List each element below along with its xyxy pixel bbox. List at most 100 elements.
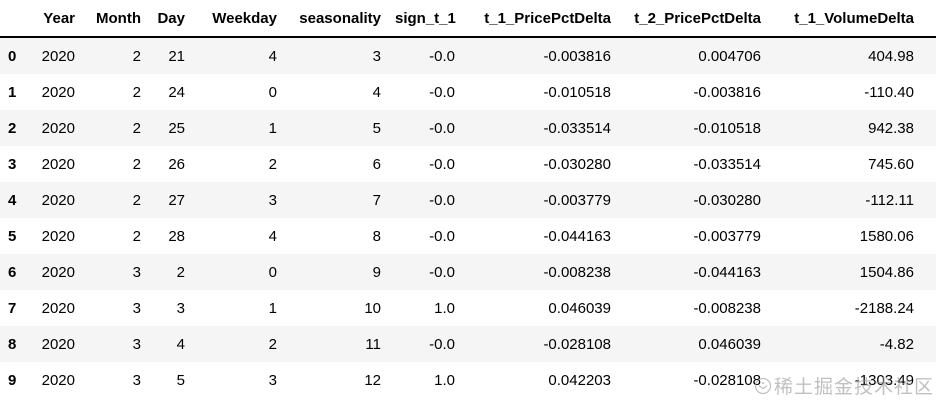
table-cell: 2 xyxy=(132,155,141,173)
table-cell: 2 xyxy=(132,47,141,65)
table-cell: 2020 xyxy=(41,155,75,173)
table-body: 0 2020 2 21 4 3 -0.0 -0.003816 0.004706 404.98 1 20… xyxy=(0,37,936,398)
table-cell: -0.0 xyxy=(429,227,455,245)
table-row: 8 2020 3 4 2 11 -0.0 -0.028108 0.046039 -4.82 xyxy=(0,326,936,362)
table-cell: -0.033514 xyxy=(543,119,611,137)
table-cell: 8 xyxy=(372,227,381,245)
table-cell: 2020 xyxy=(41,371,75,389)
table-cell: -0.030280 xyxy=(543,155,611,173)
table-cell: -0.028108 xyxy=(693,371,761,389)
table-cell: -110.40 xyxy=(864,83,914,101)
table-cell: 1504.86 xyxy=(859,263,914,281)
index-header xyxy=(0,0,22,38)
header-row: Year Month Day Weekday seasonality sign_t_1 t_… xyxy=(0,0,936,38)
table-row: 4 2020 2 27 3 7 -0.0 -0.003779 -0.030280 -112.11 xyxy=(0,182,936,218)
table-cell: 2020 xyxy=(41,335,75,353)
row-index: 9 xyxy=(8,371,17,389)
table-cell: 0 xyxy=(268,263,277,281)
table-cell: -0.003816 xyxy=(693,83,761,101)
table-cell: -0.0 xyxy=(429,47,455,65)
table-cell: 2 xyxy=(268,335,277,353)
table-cell: 2020 xyxy=(41,227,75,245)
table-cell: 2 xyxy=(132,119,141,137)
table-cell: 2 xyxy=(176,263,185,281)
table-cell: 0.004706 xyxy=(698,47,761,65)
table-cell: 2 xyxy=(132,191,141,209)
table-cell: -0.003779 xyxy=(693,227,761,245)
table-cell: -0.0 xyxy=(429,335,455,353)
table-cell: 1 xyxy=(268,299,277,317)
table-cell: 5 xyxy=(176,371,185,389)
column-header-t_1_VolumeDelta: t_1_VolumeDelta xyxy=(768,0,936,38)
table-cell: 3 xyxy=(132,263,141,281)
column-header-Day: Day xyxy=(148,0,192,38)
table-cell: 0 xyxy=(268,83,277,101)
dataframe-table: Year Month Day Weekday seasonality sign_t_1 t_… xyxy=(0,0,936,398)
table-cell: 0.046039 xyxy=(548,299,611,317)
table-cell: 26 xyxy=(168,155,185,173)
table-cell: 2020 xyxy=(41,299,75,317)
table-cell: 942.38 xyxy=(868,119,914,137)
table-cell: 2 xyxy=(268,155,277,173)
column-header-sign_t_1: sign_t_1 xyxy=(388,0,462,38)
table-cell: 21 xyxy=(168,47,185,65)
table-cell: -2188.24 xyxy=(854,299,914,317)
table-cell: 1580.06 xyxy=(859,227,914,245)
table-cell: 2020 xyxy=(41,119,75,137)
row-index: 5 xyxy=(8,227,17,245)
table-cell: 2020 xyxy=(41,191,75,209)
row-index: 2 xyxy=(8,119,17,137)
table-row: 2 2020 2 25 1 5 -0.0 -0.033514 -0.010518 942.38 xyxy=(0,110,936,146)
table-cell: 9 xyxy=(372,263,381,281)
table-cell: -1303.49 xyxy=(854,371,914,389)
table-cell: 3 xyxy=(268,371,277,389)
table-cell: 12 xyxy=(364,371,381,389)
table-cell: -0.028108 xyxy=(543,335,611,353)
table-cell: -0.003816 xyxy=(543,47,611,65)
table-cell: 3 xyxy=(372,47,381,65)
row-index: 6 xyxy=(8,263,17,281)
column-header-Year: Year xyxy=(22,0,82,38)
column-header-Month: Month xyxy=(82,0,148,38)
table-cell: 0.042203 xyxy=(548,371,611,389)
column-header-Weekday: Weekday xyxy=(192,0,284,38)
table-cell: 4 xyxy=(372,83,381,101)
table-cell: 4 xyxy=(268,47,277,65)
table-cell: 2020 xyxy=(41,47,75,65)
row-index: 4 xyxy=(8,191,17,209)
table-cell: 3 xyxy=(268,191,277,209)
table-cell: 745.60 xyxy=(868,155,914,173)
table-cell: -0.008238 xyxy=(543,263,611,281)
table-cell: -112.11 xyxy=(865,191,914,209)
table-cell: 4 xyxy=(268,227,277,245)
table-cell: -0.044163 xyxy=(543,227,611,245)
table-cell: 27 xyxy=(168,191,185,209)
table-cell: 28 xyxy=(168,227,185,245)
column-header-t_2_PricePctDelta: t_2_PricePctDelta xyxy=(618,0,768,38)
table-row: 5 2020 2 28 4 8 -0.0 -0.044163 -0.003779 1580.06 xyxy=(0,218,936,254)
table-cell: 2020 xyxy=(41,263,75,281)
table-cell: 4 xyxy=(176,335,185,353)
table-cell: -0.003779 xyxy=(543,191,611,209)
table-cell: 7 xyxy=(372,191,381,209)
table-cell: 2 xyxy=(132,227,141,245)
table-cell: 11 xyxy=(365,335,381,353)
table-cell: 1.0 xyxy=(434,299,455,317)
table-cell: 3 xyxy=(132,335,141,353)
table-cell: 24 xyxy=(168,83,185,101)
table-cell: -0.008238 xyxy=(693,299,761,317)
row-index: 8 xyxy=(8,335,17,353)
table-cell: 0.046039 xyxy=(698,335,761,353)
table-cell: -0.0 xyxy=(429,155,455,173)
table-row: 7 2020 3 3 1 10 1.0 0.046039 -0.008238 -2188.24 xyxy=(0,290,936,326)
table-cell: 5 xyxy=(372,119,381,137)
table-cell: 404.98 xyxy=(868,47,914,65)
table-cell: -0.0 xyxy=(429,263,455,281)
table-cell: 3 xyxy=(132,371,141,389)
table-cell: 1 xyxy=(268,119,277,137)
table-row: 6 2020 3 2 0 9 -0.0 -0.008238 -0.044163 1504.86 xyxy=(0,254,936,290)
table-cell: 1.0 xyxy=(434,371,455,389)
table-cell: -0.030280 xyxy=(693,191,761,209)
row-index: 1 xyxy=(8,83,17,101)
